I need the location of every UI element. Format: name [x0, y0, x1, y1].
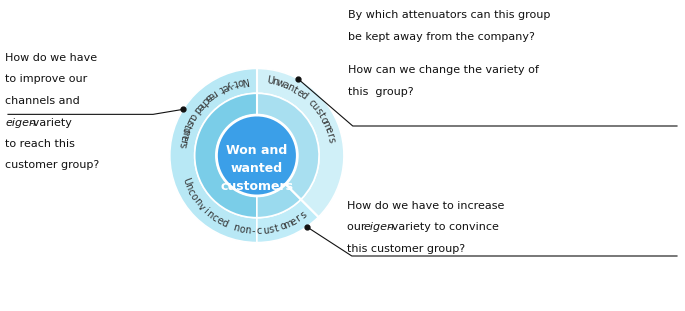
Text: s: s [268, 224, 275, 235]
Text: -variety to convince: -variety to convince [388, 222, 499, 233]
Text: h: h [197, 97, 208, 109]
Text: e: e [220, 81, 229, 93]
Text: -variety: -variety [29, 118, 73, 128]
Text: U: U [180, 176, 192, 186]
Text: e: e [194, 100, 206, 111]
Text: c: c [187, 110, 199, 120]
Text: c: c [185, 188, 197, 197]
Wedge shape [257, 93, 319, 199]
Text: this customer group?: this customer group? [347, 244, 465, 254]
Text: n: n [271, 77, 279, 88]
Text: to reach this: to reach this [5, 139, 75, 149]
Text: How do we have to increase: How do we have to increase [347, 201, 504, 211]
Text: o: o [236, 76, 244, 87]
Text: n: n [244, 225, 251, 236]
Text: c: c [306, 98, 316, 108]
Text: t: t [182, 122, 192, 130]
Text: How do we have: How do we have [5, 53, 97, 63]
Text: t: t [233, 77, 239, 88]
Text: d: d [191, 104, 203, 114]
Text: e: e [178, 133, 189, 141]
Text: Won and: Won and [226, 144, 288, 157]
Text: m: m [319, 118, 332, 131]
Text: this  group?: this group? [348, 87, 413, 97]
Text: e: e [206, 89, 216, 101]
Text: to improve our: to improve our [5, 75, 87, 85]
Text: channels and: channels and [5, 96, 79, 106]
Text: t: t [316, 111, 326, 120]
Text: eigen: eigen [363, 222, 395, 233]
Text: o: o [180, 125, 192, 134]
Text: s: s [177, 142, 187, 148]
Wedge shape [257, 199, 319, 243]
Wedge shape [195, 93, 257, 218]
Wedge shape [257, 184, 301, 218]
Text: w: w [275, 77, 286, 90]
Text: r: r [294, 213, 303, 224]
Text: wanted: wanted [231, 162, 283, 175]
Text: u: u [185, 114, 197, 124]
Text: o: o [278, 221, 287, 232]
Text: d: d [220, 218, 229, 230]
Text: o: o [238, 224, 246, 235]
Text: n: n [191, 197, 203, 208]
Text: be kept away from the company?: be kept away from the company? [348, 32, 534, 42]
Text: e: e [322, 125, 334, 134]
Text: r: r [210, 87, 219, 98]
Text: t: t [217, 83, 225, 94]
Text: r: r [324, 131, 335, 138]
Text: t: t [290, 85, 299, 95]
Text: v: v [195, 201, 207, 212]
Text: m: m [178, 128, 190, 139]
Text: m: m [282, 218, 295, 231]
Text: u: u [309, 101, 321, 113]
Text: y: y [224, 80, 233, 91]
Text: s: s [299, 210, 308, 220]
Text: eigen: eigen [5, 118, 36, 128]
Text: s: s [184, 118, 195, 127]
Wedge shape [257, 68, 344, 217]
Text: s: s [312, 106, 323, 116]
Text: a: a [203, 92, 214, 103]
Text: -: - [229, 79, 236, 89]
Text: i: i [201, 206, 210, 216]
Text: o: o [318, 115, 329, 125]
Text: c: c [200, 95, 211, 106]
Text: n: n [285, 82, 295, 93]
Text: u: u [262, 225, 269, 236]
Text: e: e [294, 87, 304, 99]
Text: o: o [188, 192, 199, 202]
Wedge shape [170, 68, 257, 243]
Text: e: e [214, 216, 225, 227]
Text: n: n [232, 223, 240, 234]
Text: customer group?: customer group? [5, 160, 99, 170]
Text: U: U [266, 76, 275, 86]
Text: c: c [257, 226, 262, 236]
Text: t: t [274, 223, 280, 234]
Text: n: n [204, 209, 215, 220]
Text: By which attenuators can this group: By which attenuators can this group [348, 10, 550, 20]
Text: N: N [239, 76, 248, 86]
Text: -: - [251, 226, 256, 236]
Text: c: c [210, 212, 220, 224]
Text: How can we change the variety of: How can we change the variety of [348, 65, 538, 75]
Text: r: r [177, 138, 188, 144]
Text: n: n [182, 182, 194, 192]
Text: our: our [347, 222, 369, 233]
Text: s: s [325, 136, 336, 143]
Text: a: a [281, 80, 290, 91]
Text: e: e [288, 216, 299, 227]
Text: d: d [298, 90, 309, 102]
Circle shape [216, 115, 297, 196]
Text: customers: customers [221, 180, 293, 193]
